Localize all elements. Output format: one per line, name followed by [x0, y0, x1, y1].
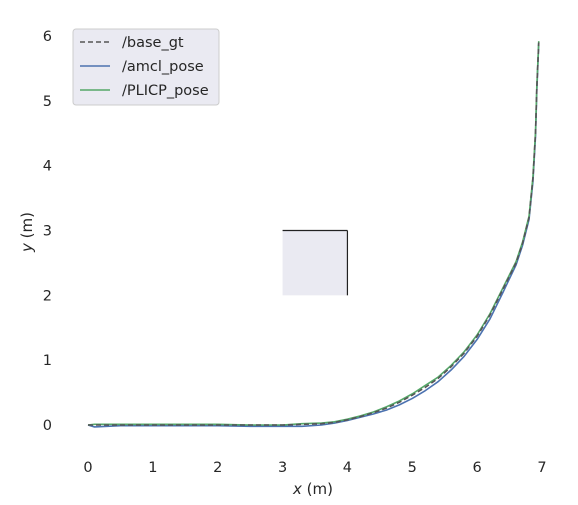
series-line-base-gt [88, 42, 540, 426]
legend-label-base-gt: /base_gt [122, 35, 184, 51]
x-tick-label: 2 [213, 460, 222, 476]
x-tick-label: 1 [148, 460, 157, 476]
y-tick-label: 6 [43, 29, 52, 45]
series-layer [87, 41, 540, 428]
legend-label-amcl-pose: /amcl_pose [122, 59, 204, 75]
x-tick-label: 7 [537, 460, 546, 476]
y-tick-label: 0 [43, 418, 52, 434]
y-tick-label: 5 [43, 94, 52, 110]
x-tick-labels: 0 1 2 3 4 5 6 7 [83, 460, 546, 476]
y-axis-label: y (m) [18, 212, 36, 253]
y-tick-label: 3 [43, 224, 52, 240]
legend-label-plicp-pose: /PLICP_pose [122, 83, 209, 99]
y-tick-label: 1 [43, 353, 52, 369]
x-tick-label: 5 [408, 460, 417, 476]
y-tick-label: 4 [43, 159, 52, 175]
legend: /base_gt /amcl_pose /PLICP_pose [72, 28, 220, 106]
legend-box [72, 28, 220, 106]
x-tick-label: 4 [343, 460, 352, 476]
x-tick-label: 0 [83, 460, 92, 476]
y-tick-labels: 0 1 2 3 4 5 6 [43, 29, 52, 434]
inset-zoom-box [282, 230, 348, 296]
x-tick-label: 6 [473, 460, 482, 476]
x-axis-label: x (m) [292, 480, 333, 498]
y-tick-label: 2 [43, 288, 52, 304]
x-tick-label: 3 [278, 460, 287, 476]
